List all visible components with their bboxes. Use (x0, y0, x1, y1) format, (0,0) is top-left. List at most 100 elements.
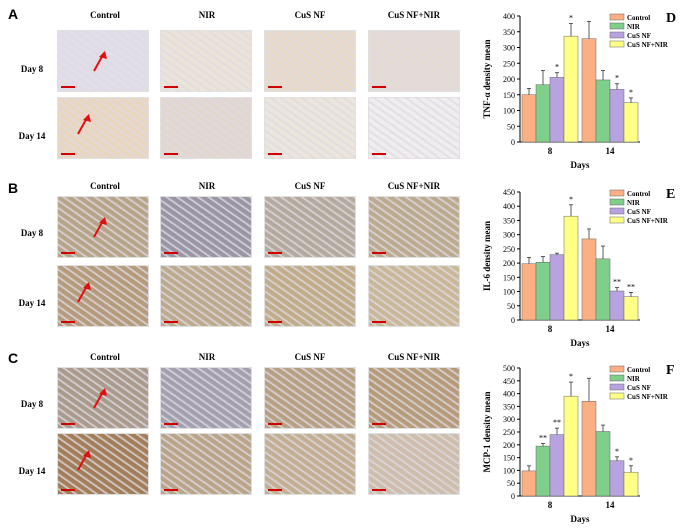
x-tick-label: 8 (548, 324, 553, 334)
y-tick-label: 300 (503, 231, 515, 240)
col-header-control: Control (90, 10, 120, 20)
col-header-control: Control (90, 181, 120, 191)
y-tick-label: 100 (503, 107, 515, 116)
red-arrow-icon (77, 282, 91, 303)
bar (595, 258, 611, 321)
row-header-day14: Day 14 (18, 131, 46, 141)
scale-bar (61, 489, 75, 491)
x-axis-label: Days (570, 338, 589, 348)
y-tick-label: 400 (503, 12, 515, 21)
micrograph-b-r1-c1 (57, 196, 149, 258)
significance-mark: * (615, 447, 619, 456)
y-tick-label: 0 (511, 492, 515, 501)
significance-mark: * (555, 63, 559, 72)
micrograph-a-r1-c1 (57, 30, 149, 92)
col-header-cusnf-nir: CuS NF+NIR (387, 352, 441, 362)
y-tick-label: 450 (503, 377, 515, 386)
significance-mark: ** (553, 418, 561, 427)
x-axis-label: Days (570, 514, 589, 524)
x-tick-label: 14 (606, 500, 616, 510)
legend-label: Control (627, 14, 650, 22)
row-header-day8: Day 8 (20, 64, 44, 74)
bar (549, 434, 565, 497)
col-header-nir: NIR (198, 10, 216, 20)
red-arrow-icon (77, 114, 91, 135)
chart-tnf-alpha: D 0 50 100 150 200 250 300 350 400 TNF-α density m… (482, 11, 676, 170)
scale-bar (372, 321, 386, 323)
y-tick-label: 250 (503, 59, 515, 68)
row-header-day8: Day 8 (20, 399, 44, 409)
chart-il-6: E 0 50 100 150 200 250 300 350 400 450 IL-6 density… (482, 187, 675, 348)
panel-label-c: C (8, 350, 19, 366)
scale-bar (372, 86, 386, 88)
y-tick-label: 50 (507, 479, 515, 488)
y-tick-label: 0 (511, 138, 515, 147)
row-header-day14: Day 14 (18, 298, 46, 308)
bar (595, 79, 611, 143)
bar (535, 262, 551, 321)
x-tick-label: 8 (548, 500, 553, 510)
y-tick-label: 0 (511, 316, 515, 325)
y-axis-label: IL-6 density mean (482, 221, 492, 291)
y-tick-label: 50 (507, 122, 515, 131)
bar (521, 94, 537, 143)
significance-mark: ** (613, 278, 621, 287)
y-tick-label: 250 (503, 428, 515, 437)
col-header-nir: NIR (198, 352, 216, 362)
y-axis-label: TNF-α density mean (482, 39, 492, 118)
scale-bar (61, 423, 75, 425)
micrograph-a-r2-c4 (368, 97, 460, 159)
col-header-nir: NIR (198, 181, 216, 191)
micrograph-a-r2-c2 (160, 97, 252, 159)
micrograph-b-r1-c3 (264, 196, 356, 258)
col-header-cusnf-nir: CuS NF+NIR (387, 181, 441, 191)
scale-bar (268, 86, 282, 88)
legend-label: CuS NF+NIR (627, 41, 669, 49)
col-header-cusnf-nir: CuS NF+NIR (387, 10, 441, 20)
bar (623, 102, 639, 143)
legend-label: Control (627, 366, 650, 374)
bar (581, 238, 597, 321)
legend-swatch (609, 207, 625, 215)
scale-bar (268, 252, 282, 254)
scale-bar (372, 252, 386, 254)
legend-swatch (609, 374, 625, 382)
col-header-cusnf: CuS NF (294, 181, 326, 191)
panel-label-a: A (8, 6, 19, 22)
panel-label-f: F (666, 363, 675, 378)
scale-bar (164, 252, 178, 254)
bar (535, 445, 551, 497)
panel-label-d: D (666, 11, 676, 26)
micrograph-c-r1-c3 (264, 367, 356, 429)
micrograph-b-r2-c2 (160, 265, 252, 327)
significance-mark: * (569, 14, 573, 23)
y-tick-label: 200 (503, 259, 515, 268)
bar (535, 84, 551, 143)
legend-swatch (609, 31, 625, 39)
bar (563, 215, 579, 321)
scale-bar (372, 153, 386, 155)
bar (623, 471, 639, 497)
row-header-day8: Day 8 (20, 228, 44, 238)
micrograph-b-r2-c3 (264, 265, 356, 327)
panel-label-b: B (8, 180, 19, 196)
y-tick-label: 200 (503, 441, 515, 450)
red-arrow-icon (93, 51, 107, 72)
micrograph-a-r2-c1 (57, 97, 149, 159)
scale-bar (61, 252, 75, 254)
y-tick-label: 150 (503, 454, 515, 463)
significance-mark: * (629, 456, 633, 465)
red-arrow-icon (93, 388, 107, 409)
micrograph-a-r2-c3 (264, 97, 356, 159)
y-tick-label: 150 (503, 91, 515, 100)
row-header-day14: Day 14 (18, 466, 46, 476)
micrograph-b-r2-c1 (57, 265, 149, 327)
micrograph-a-r1-c4 (368, 30, 460, 92)
micrograph-c-r1-c4 (368, 367, 460, 429)
y-tick-label: 350 (503, 28, 515, 37)
y-tick-label: 500 (503, 364, 515, 373)
x-tick-label: 8 (548, 146, 553, 156)
red-arrow-icon (77, 450, 91, 471)
x-tick-label: 14 (606, 324, 616, 334)
y-tick-label: 100 (503, 466, 515, 475)
